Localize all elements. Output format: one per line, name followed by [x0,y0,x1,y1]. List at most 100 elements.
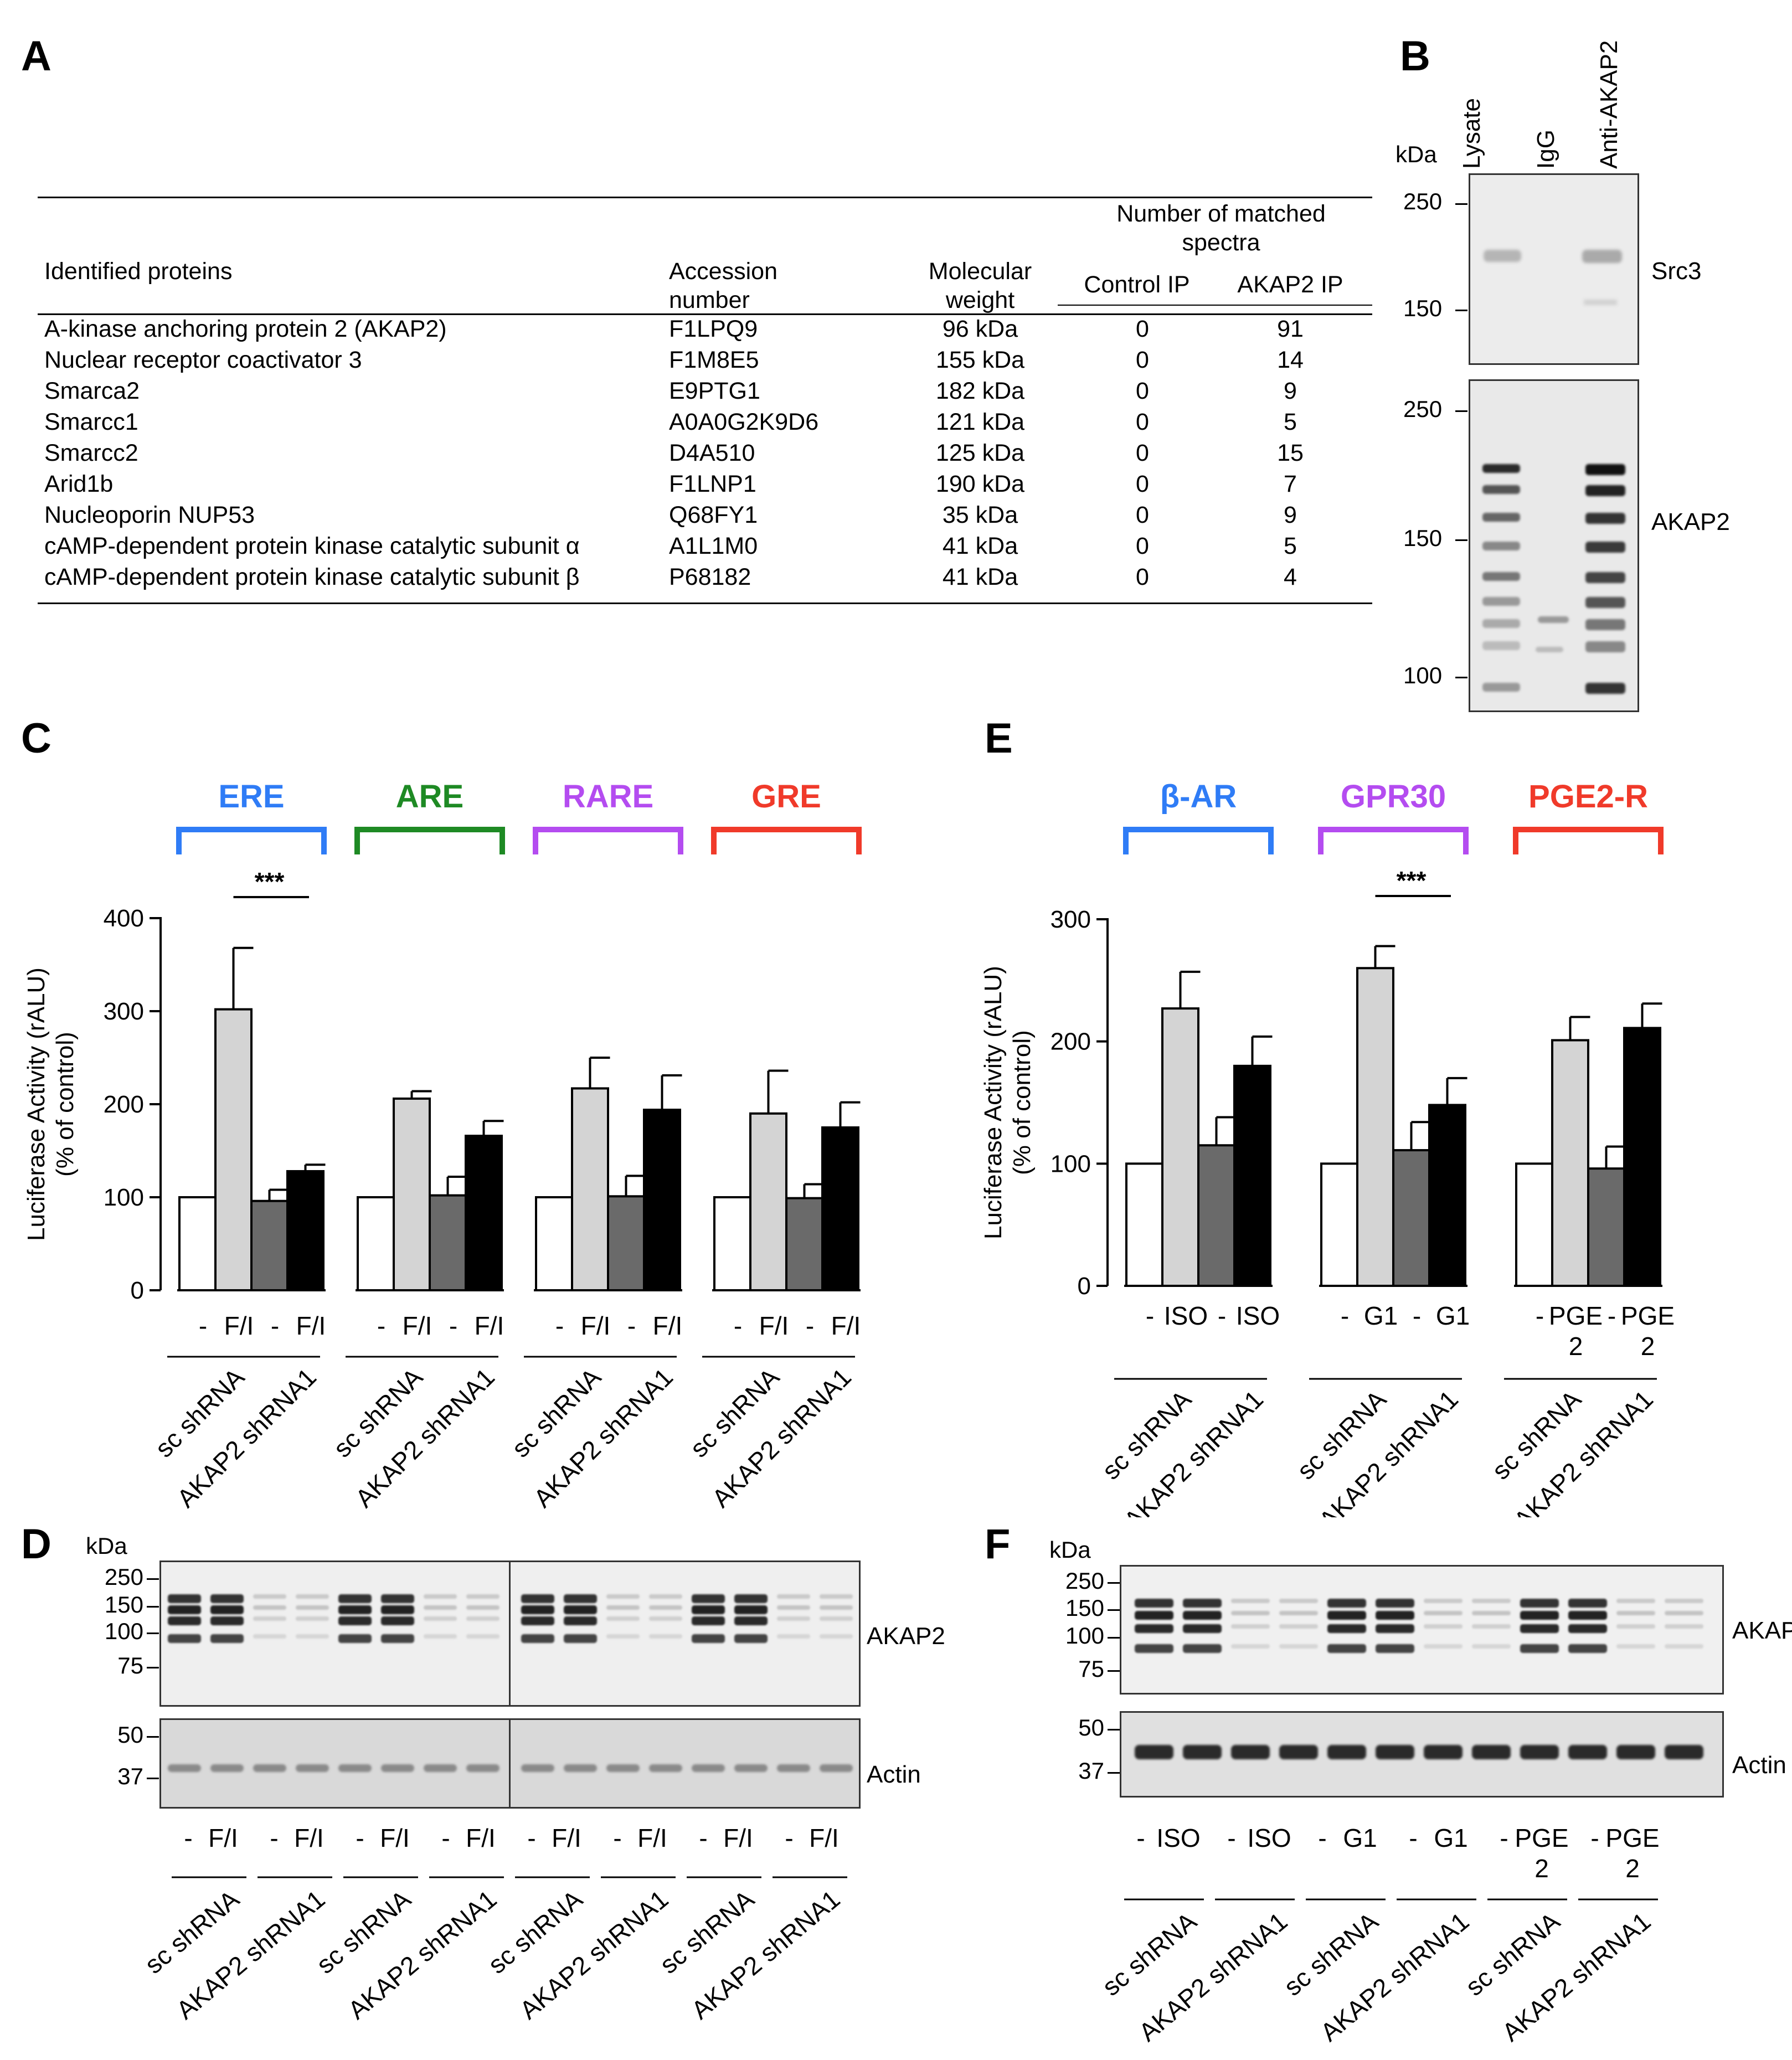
x-treatment-label: ISO [1164,1301,1208,1330]
lane-shrna-label: AKAP2 shRNA1 [686,1884,845,2025]
kda-label-b: kDa [1396,141,1437,167]
accession-number: P68182 [669,564,751,590]
akap2-band [1183,1644,1222,1653]
lane-treatment-label: F/I [723,1824,753,1852]
control-ip-count: 0 [1136,440,1149,466]
y-tick-label: 200 [104,1091,144,1118]
group-bracket [354,827,505,854]
akap2-band [1376,1624,1414,1633]
bar [535,1196,573,1291]
lane-treatment-label: F/I [637,1824,667,1852]
accession-number: F1LPQ9 [669,316,758,342]
akap2-band [1279,1599,1318,1603]
akap2-band [381,1594,414,1603]
lane-treatment-label: G1 [1434,1824,1467,1852]
actin-label-f: Actin [1732,1752,1786,1779]
ip-band-anti [1585,619,1625,630]
header-accession-2: number [669,287,750,313]
y-tick-label: 400 [104,905,144,932]
src3-marker-250: 250 [1403,188,1443,214]
protein-name: cAMP-dependent protein kinase catalytic … [44,564,580,590]
akap2-band [1376,1644,1414,1653]
src3-blot [1469,173,1639,365]
x-treatment-label: PGE [1621,1301,1675,1330]
actin-band [296,1764,329,1772]
akap2-band [649,1594,682,1599]
akap2-band [820,1605,853,1610]
actin-band [734,1764,768,1772]
actin-band [777,1764,810,1772]
protein-name: cAMP-dependent protein kinase catalytic … [44,533,580,559]
spectra-header-rule [1058,305,1372,306]
actin-band [168,1764,201,1772]
group-bracket [533,827,683,854]
bar [1320,1162,1358,1287]
actin-band [1279,1745,1318,1759]
header-weight-2: weight [945,287,1015,313]
f-akap2-marker-tick [1108,1637,1120,1639]
akap2-band [381,1634,414,1643]
akap2-band [381,1605,414,1614]
akap2-band [466,1634,500,1639]
lane-treatment-subscript: 2 [1625,1854,1640,1883]
akap2-band [1472,1644,1511,1649]
y-tick-label: 100 [1051,1150,1091,1177]
panel-letter-a: A [21,33,52,80]
ip-band-igg [1536,647,1563,652]
f-akap2-marker-tick [1108,1670,1120,1672]
actin-band [692,1764,725,1772]
akap2-band [521,1616,554,1625]
ip-band-lysate [1482,542,1520,550]
akap2-band [168,1616,201,1625]
akap2-ip-count: 7 [1284,471,1297,497]
x-treatment-label: - [271,1311,279,1340]
d-akap2-marker-tick [147,1606,159,1608]
molecular-weight: 96 kDa [942,316,1018,342]
akap2-band [734,1605,768,1614]
akap2-band [777,1594,810,1599]
bar [178,1196,217,1291]
ip-band-lysate [1482,513,1520,522]
lane-treatment-label: F/I [294,1824,324,1852]
header-control-ip: Control IP [1084,271,1190,298]
lane-label-igg: IgG [1532,130,1559,169]
accession-number: E9PTG1 [669,378,760,404]
ip-band-lysate [1482,597,1520,606]
bar [286,1170,325,1292]
lane-label-anti-akap2: Anti-AKAP2 [1595,40,1623,169]
actin-band [649,1764,682,1772]
header-akap2-ip: AKAP2 IP [1237,271,1343,298]
y-tick-label: 0 [1078,1273,1091,1300]
akap2-band [606,1594,640,1599]
molecular-weight: 121 kDa [935,409,1025,435]
bar [214,1008,253,1291]
protein-name: Nuclear receptor coactivator 3 [44,347,362,373]
d-actin-marker-tick [147,1736,159,1738]
src3-band-anti [1582,250,1622,263]
f-actin-marker-tick [1108,1729,1120,1731]
akap2-band [466,1594,500,1599]
y-tick-label: 100 [104,1184,144,1211]
y-tick-label: 300 [104,998,144,1025]
accession-number: F1LNP1 [669,471,756,497]
bar [643,1109,681,1292]
akap2-band [1327,1644,1366,1653]
akap2-ip-marker-100: 100 [1403,662,1443,688]
src3-band-lysate [1484,250,1521,262]
ip-band-lysate [1482,619,1520,628]
x-treatment-label: - [627,1311,636,1340]
akap2-band [338,1616,372,1625]
lane-treatment-label: - [1500,1824,1508,1852]
actin-band [606,1764,640,1772]
group-label: GPR30 [1341,779,1446,815]
akap2-band [1616,1624,1655,1629]
akap2-band [734,1634,768,1643]
x-treatment-label: - [1218,1301,1226,1330]
akap2-band [1424,1624,1463,1629]
protein-name: Smarcc1 [44,409,138,435]
x-treatment-label: F/I [403,1311,432,1340]
x-treatment-label: - [806,1311,814,1340]
header-weight-1: Molecular [928,258,1032,285]
x-treatment-label: - [1413,1301,1421,1330]
akap2-band [210,1605,244,1614]
